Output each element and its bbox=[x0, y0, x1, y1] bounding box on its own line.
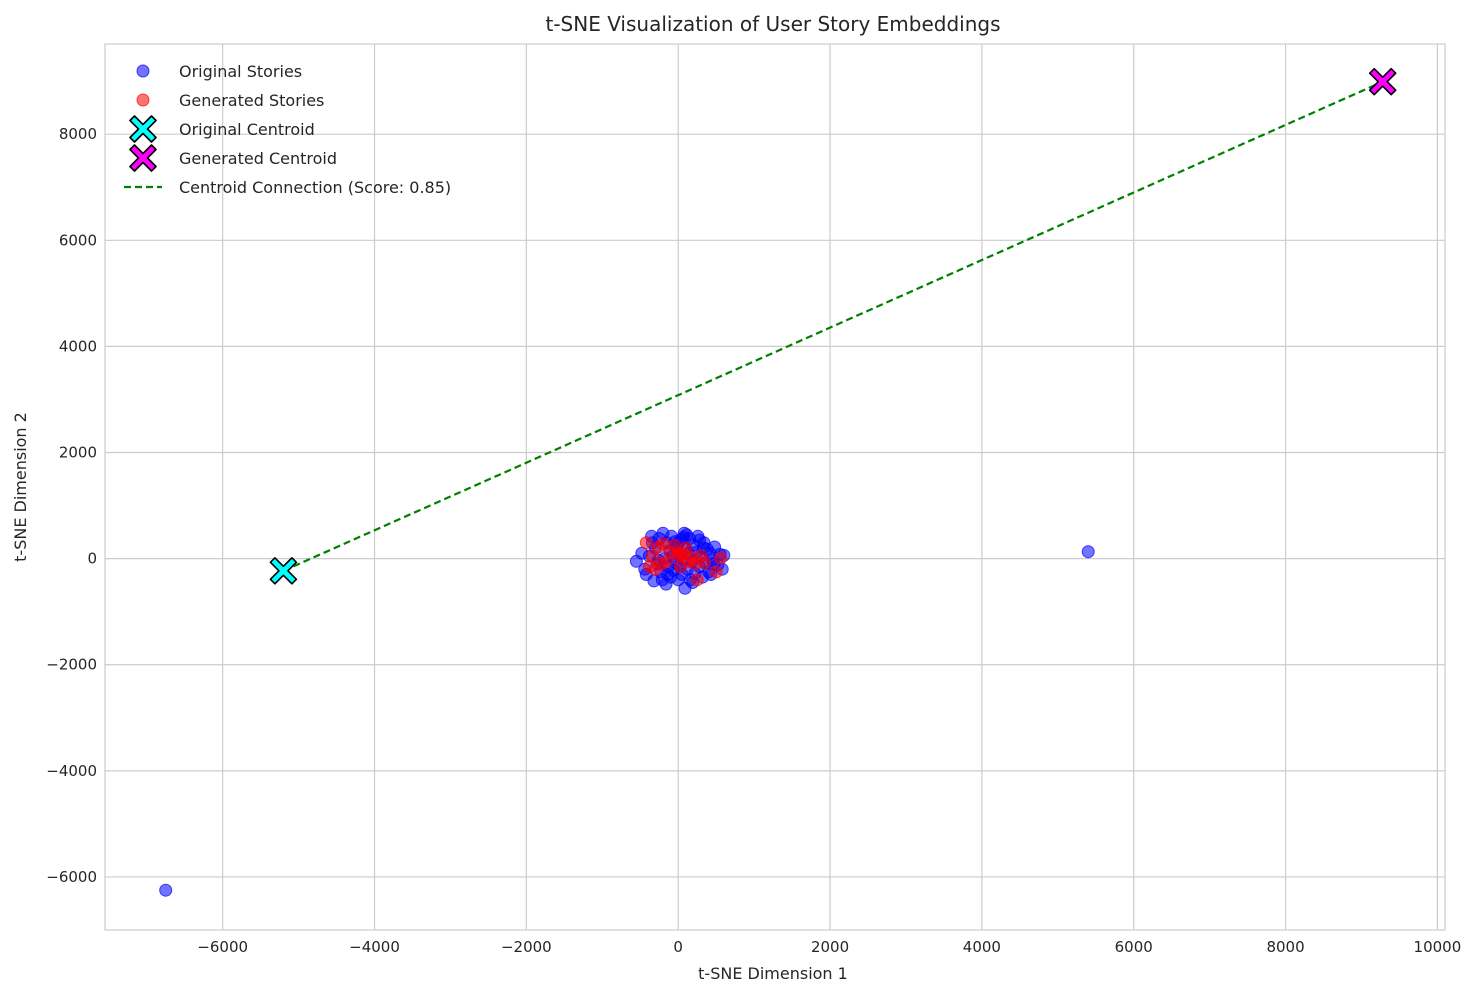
x-tick-label: 0 bbox=[673, 938, 683, 956]
y-tick-label: 0 bbox=[87, 550, 97, 568]
legend-swatch bbox=[136, 93, 150, 107]
legend: Original Stories Generated Stories Origina… bbox=[124, 62, 451, 197]
data-point bbox=[698, 556, 712, 570]
legend-label: Original Centroid bbox=[179, 120, 315, 139]
y-tick-label: 4000 bbox=[59, 337, 97, 355]
x-tick-label: 4000 bbox=[963, 938, 1001, 956]
legend-swatch bbox=[129, 144, 157, 172]
x-axis-label: t-SNE Dimension 1 bbox=[698, 964, 848, 983]
data-point bbox=[680, 528, 694, 542]
y-tick-label: 6000 bbox=[59, 231, 97, 249]
data-point bbox=[709, 565, 723, 579]
x-tick-label: 10000 bbox=[1414, 938, 1462, 956]
data-point bbox=[159, 883, 173, 897]
centroid-marker bbox=[269, 557, 298, 585]
x-tick-label: 2000 bbox=[811, 938, 849, 956]
data-point bbox=[655, 557, 668, 571]
legend-swatch bbox=[136, 64, 150, 78]
data-point bbox=[673, 548, 687, 562]
tick-layer: −6000 −4000 −2000 0 2000 4000 6000 8000 10000 −60… bbox=[46, 125, 1461, 956]
legend-label: Centroid Connection (Score: 0.85) bbox=[179, 178, 451, 197]
data-point bbox=[655, 573, 669, 587]
x-tick-label: 8000 bbox=[1266, 938, 1304, 956]
series-layer bbox=[159, 67, 1397, 897]
x-tick-label: 6000 bbox=[1115, 938, 1153, 956]
legend-label: Generated Stories bbox=[179, 91, 324, 110]
y-tick-label: −6000 bbox=[46, 868, 97, 886]
plot-frame bbox=[104, 43, 1446, 931]
y-tick-label: 8000 bbox=[59, 125, 97, 143]
data-point bbox=[645, 549, 659, 563]
data-point bbox=[690, 573, 704, 587]
y-tick-label: −2000 bbox=[46, 656, 97, 674]
grid-layer bbox=[105, 44, 1445, 930]
x-tick-label: −6000 bbox=[197, 938, 248, 956]
legend-label: Generated Centroid bbox=[179, 149, 337, 168]
data-point bbox=[639, 536, 653, 550]
x-tick-label: −4000 bbox=[349, 938, 400, 956]
y-axis-label: t-SNE Dimension 2 bbox=[11, 412, 30, 562]
x-tick-label: −2000 bbox=[501, 938, 552, 956]
legend-label: Original Stories bbox=[179, 62, 302, 81]
legend-swatch bbox=[129, 115, 157, 143]
chart-title: t-SNE Visualization of User Story Embedd… bbox=[545, 12, 1000, 36]
y-tick-label: −4000 bbox=[46, 762, 97, 780]
y-tick-label: 2000 bbox=[59, 444, 97, 462]
centroid-connection-line bbox=[282, 80, 1384, 572]
centroid-marker bbox=[1368, 67, 1397, 96]
data-point bbox=[1081, 545, 1095, 559]
data-point bbox=[714, 551, 728, 565]
